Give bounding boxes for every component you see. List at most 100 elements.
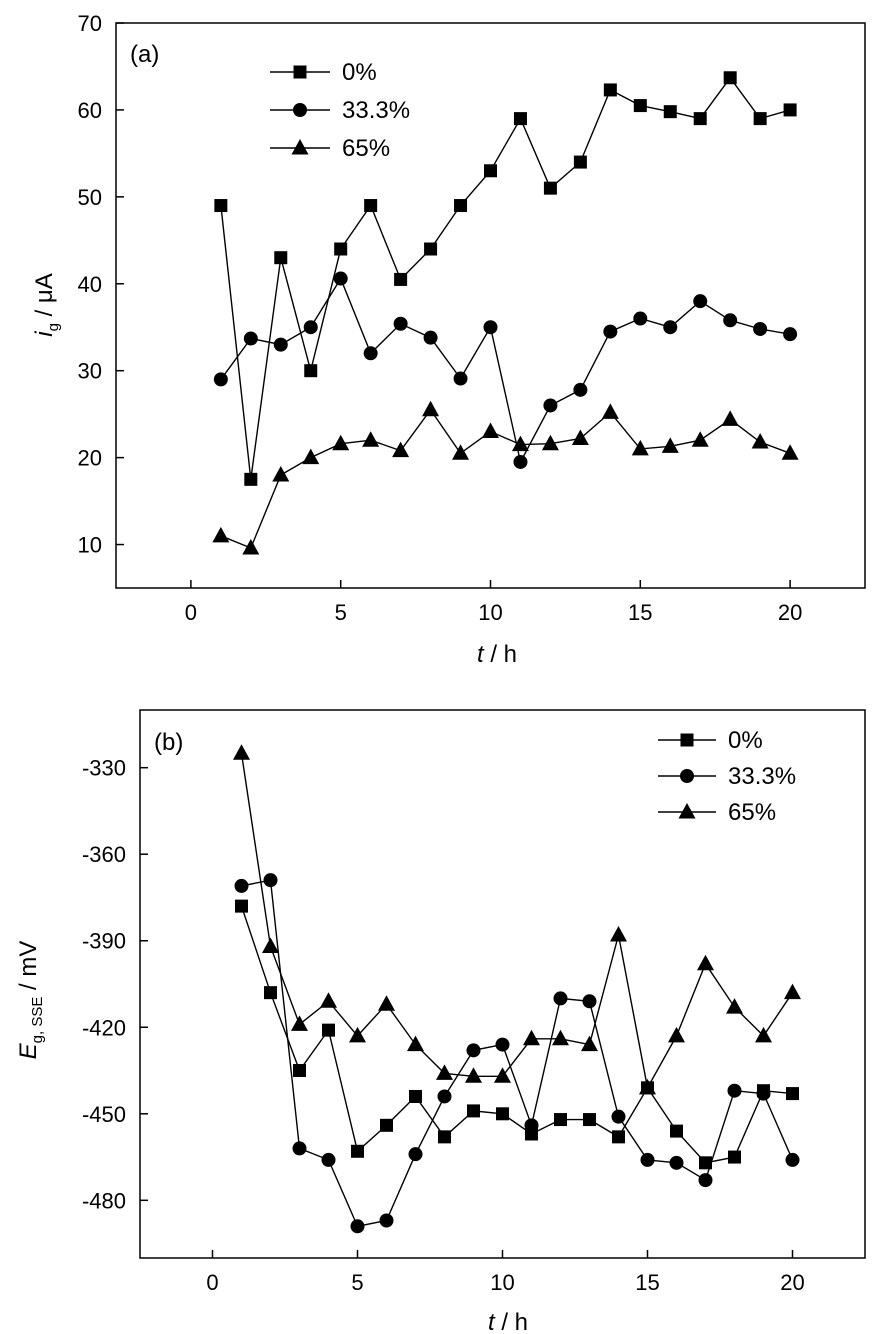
series-triangle	[212, 400, 799, 555]
x-tick-label: 5	[351, 1270, 363, 1295]
plot-frame	[139, 709, 866, 1259]
series-layer	[233, 744, 801, 1234]
data-point	[781, 444, 799, 460]
data-point	[214, 199, 228, 213]
legend: 0% 33.3% 65%	[658, 727, 796, 826]
data-point	[349, 1026, 366, 1043]
data-point	[378, 995, 395, 1011]
data-point	[784, 983, 801, 1000]
data-point	[543, 398, 558, 413]
x-tick-label: 15	[628, 600, 652, 625]
x-tick-label: 15	[635, 1270, 659, 1295]
data-point	[670, 1124, 683, 1138]
x-tick-label: 5	[335, 600, 347, 625]
legend-label: 0%	[728, 727, 763, 754]
data-point	[513, 112, 527, 126]
data-point	[581, 1035, 598, 1052]
data-point	[541, 434, 559, 451]
series-line	[220, 76, 791, 480]
data-point	[362, 431, 380, 447]
data-point	[603, 324, 618, 339]
y-ticks: -330 -360 -390 -420 -450 -480	[82, 756, 148, 1213]
data-point	[693, 294, 708, 309]
data-point	[573, 155, 587, 169]
data-point	[668, 1026, 685, 1043]
legend-marker	[291, 139, 309, 155]
legend: 0% 33.3% 65%	[270, 59, 410, 162]
x-axis-title: t / h	[477, 641, 517, 668]
x-tick-label: 20	[778, 600, 802, 625]
data-point	[495, 1037, 510, 1052]
data-point	[697, 954, 714, 971]
data-point	[631, 439, 649, 456]
data-point	[571, 429, 589, 445]
data-point	[233, 744, 250, 760]
y-tick-label: -420	[82, 1015, 126, 1040]
data-point	[484, 164, 497, 178]
y-ticks: 10 20 30 40 50 60 70	[78, 11, 124, 558]
data-point	[583, 1113, 596, 1127]
data-point	[408, 1147, 423, 1162]
data-point	[393, 316, 408, 331]
data-point	[234, 878, 249, 893]
data-point	[273, 337, 288, 352]
series-circle	[234, 873, 800, 1234]
data-point	[437, 1089, 452, 1104]
data-point	[633, 311, 648, 326]
data-point	[612, 1130, 625, 1144]
data-point	[407, 1035, 424, 1052]
x-ticks: 0 5 10 15 20	[206, 1250, 805, 1295]
data-point	[394, 272, 408, 286]
data-point	[213, 372, 228, 387]
data-point	[272, 466, 290, 482]
data-point	[422, 400, 440, 417]
data-point	[438, 1130, 451, 1144]
data-point	[243, 331, 258, 346]
data-point	[334, 242, 348, 256]
data-point	[379, 1213, 394, 1228]
y-tick-label: -480	[82, 1188, 126, 1213]
series-square	[235, 899, 799, 1170]
data-point	[364, 199, 378, 213]
data-point	[454, 199, 468, 213]
data-point	[698, 1173, 713, 1188]
data-point	[552, 1029, 569, 1046]
data-point	[783, 327, 798, 342]
data-point	[333, 271, 348, 286]
data-point	[669, 1155, 684, 1170]
y-tick-label: 50	[78, 185, 102, 210]
data-point	[699, 1156, 712, 1170]
data-point	[453, 371, 468, 386]
data-point	[723, 313, 738, 328]
x-tick-label: 10	[478, 600, 502, 625]
y-tick-label: 60	[78, 98, 102, 123]
data-point	[212, 526, 230, 543]
data-point	[467, 1104, 480, 1118]
data-point	[523, 1029, 540, 1046]
legend-label: 0%	[342, 59, 377, 86]
data-point	[483, 320, 498, 335]
data-point	[321, 1152, 336, 1167]
data-point	[264, 986, 277, 1000]
data-point	[582, 994, 597, 1009]
data-point	[482, 422, 499, 439]
data-point	[494, 1067, 511, 1083]
data-point	[783, 103, 797, 117]
y-tick-label: 40	[78, 272, 102, 297]
data-point	[751, 432, 769, 449]
legend-label: 65%	[728, 799, 776, 826]
legend-label: 33.3%	[342, 97, 410, 124]
data-point	[436, 1064, 453, 1080]
data-point	[554, 1113, 567, 1127]
data-point	[262, 937, 279, 954]
data-point	[392, 441, 410, 458]
series-line	[240, 753, 794, 1090]
data-point	[409, 1089, 422, 1103]
data-point	[543, 181, 557, 195]
data-point	[332, 434, 350, 451]
series-circle	[213, 271, 798, 469]
panel-label: (a)	[130, 41, 159, 68]
legend-marker	[678, 803, 696, 819]
data-point	[303, 320, 318, 335]
y-tick-label: 70	[78, 11, 102, 36]
